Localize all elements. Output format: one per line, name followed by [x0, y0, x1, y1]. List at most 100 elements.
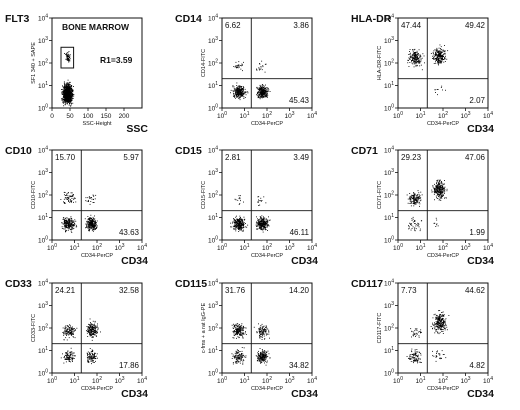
event-dot: [91, 220, 93, 222]
event-dot: [259, 224, 260, 226]
event-dot: [238, 336, 240, 338]
event-dot: [438, 57, 440, 59]
event-dot: [437, 60, 439, 62]
event-dot: [91, 357, 93, 359]
event-dot: [65, 100, 67, 101]
event-dot: [266, 94, 268, 96]
event-dot: [65, 86, 67, 88]
event-dot: [94, 329, 96, 331]
event-dot: [234, 224, 236, 226]
event-dot: [240, 331, 241, 333]
event-dot: [68, 325, 69, 327]
event-dot: [443, 50, 445, 52]
quadrant-value-upper-left: 15.70: [55, 153, 76, 162]
event-dot: [239, 96, 241, 98]
event-dot: [236, 90, 238, 91]
event-dot: [259, 326, 261, 328]
event-dot: [439, 186, 441, 188]
event-dot: [232, 356, 234, 357]
event-dot: [268, 219, 270, 221]
event-dot: [263, 227, 264, 229]
event-dot: [67, 222, 68, 224]
y-tick-label: 102: [38, 59, 48, 68]
y-axis-label: CD15-FITC: [201, 181, 207, 209]
event-dot: [260, 87, 261, 89]
event-dot: [93, 195, 94, 197]
event-dot: [268, 224, 269, 226]
event-dot: [93, 230, 94, 232]
event-dot: [409, 53, 411, 55]
event-dot: [93, 226, 95, 227]
event-dot: [436, 89, 438, 90]
event-dot: [65, 101, 67, 103]
event-dot: [444, 197, 446, 199]
event-dot: [69, 328, 71, 330]
event-dot: [71, 331, 72, 333]
event-dot: [436, 52, 438, 53]
event-dot: [68, 227, 70, 228]
event-dot: [265, 226, 267, 228]
event-dot: [262, 218, 263, 220]
event-dot: [238, 89, 240, 91]
event-dot: [73, 352, 75, 354]
event-dot: [67, 96, 69, 98]
event-dot: [88, 220, 89, 222]
event-dot: [232, 331, 234, 332]
event-dot: [71, 328, 73, 329]
event-dot: [259, 93, 260, 95]
event-dot: [243, 360, 245, 361]
event-dot: [443, 314, 445, 315]
event-dot: [420, 362, 422, 363]
event-dot: [258, 200, 260, 202]
event-dot: [93, 327, 94, 329]
x-tick-label: 103: [284, 376, 294, 385]
event-dot: [70, 100, 72, 102]
y-tick-label: 100: [208, 236, 218, 245]
event-dot: [91, 329, 93, 330]
event-dot: [259, 93, 261, 95]
event-dot: [71, 359, 73, 361]
y-tick-label: 103: [208, 36, 218, 45]
event-dot: [240, 223, 242, 225]
event-dot: [236, 66, 238, 68]
event-dot: [95, 355, 97, 357]
event-dot: [61, 98, 63, 100]
event-dot: [66, 102, 68, 104]
event-dot: [439, 62, 441, 64]
x-tick-label: 102: [438, 243, 448, 252]
event-dot: [90, 201, 92, 202]
event-dot: [89, 334, 90, 336]
event-dot: [435, 187, 436, 189]
event-dot: [438, 56, 440, 57]
event-dot: [263, 329, 265, 331]
y-tick-label: 104: [384, 279, 394, 288]
event-dot: [240, 332, 242, 334]
event-dot: [435, 195, 437, 197]
event-dot: [69, 103, 70, 104]
event-dot: [73, 95, 75, 97]
event-dot: [94, 228, 96, 230]
event-dot: [412, 195, 414, 197]
event-dot: [441, 61, 443, 63]
event-dot: [95, 224, 97, 226]
event-dot: [237, 328, 239, 330]
event-dot: [94, 221, 96, 223]
event-dot: [72, 361, 73, 362]
event-dot: [446, 58, 448, 60]
event-dot: [259, 84, 261, 86]
event-dot: [67, 59, 69, 60]
event-dot: [236, 226, 238, 228]
event-dot: [70, 192, 72, 194]
event-dot: [92, 362, 94, 363]
event-dot: [95, 360, 96, 362]
event-dot: [420, 361, 421, 363]
event-dot: [69, 324, 71, 326]
event-dot: [90, 223, 92, 225]
event-dot: [66, 53, 68, 54]
event-dot: [91, 332, 93, 334]
event-dot: [262, 89, 264, 91]
event-dot: [64, 194, 65, 196]
x-axis-small-label: CD34-PerCP: [427, 253, 459, 259]
event-dot: [66, 88, 68, 89]
event-dot: [419, 205, 420, 207]
